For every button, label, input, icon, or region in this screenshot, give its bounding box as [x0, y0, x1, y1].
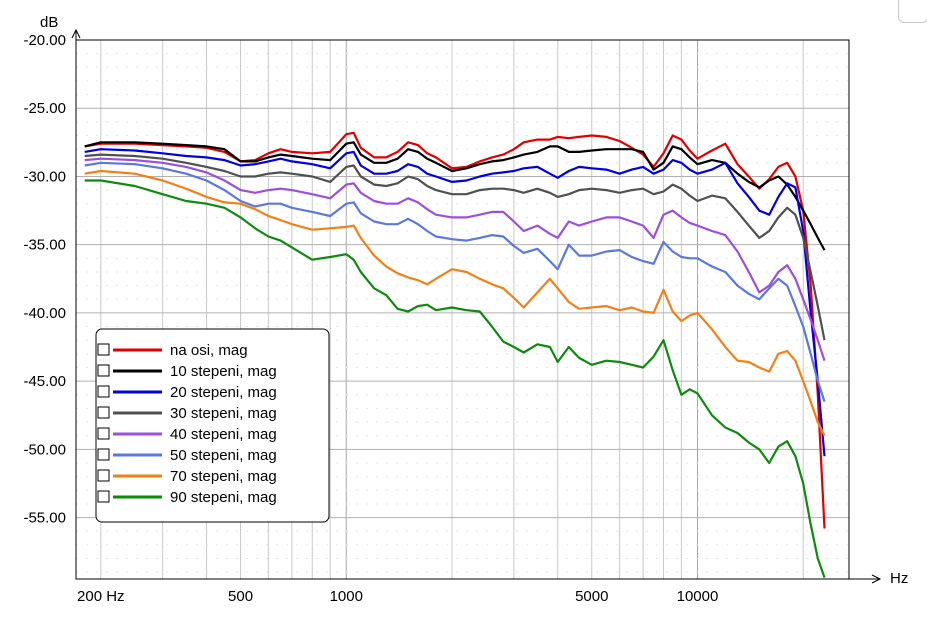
y-tick-label: -20.00 [23, 32, 66, 49]
x-tick-label: 5000 [575, 588, 608, 605]
legend-checkbox[interactable] [97, 385, 110, 398]
x-axis-unit-label: Hz [890, 570, 908, 587]
x-tick-label: 10000 [677, 588, 719, 605]
x-axis-arrow [849, 574, 882, 584]
legend-label: 40 stepeni, mag [170, 426, 277, 443]
y-tick-label: -35.00 [23, 237, 66, 254]
legend-checkbox[interactable] [97, 469, 110, 482]
corner-control[interactable] [898, 0, 927, 23]
legend-label: 10 stepeni, mag [170, 363, 277, 380]
legend-checkbox[interactable] [97, 490, 110, 503]
y-axis-unit-label: dB [40, 14, 58, 31]
series-line-1 [84, 131, 826, 529]
series-line-5 [84, 157, 826, 362]
legend-checkbox[interactable] [97, 364, 110, 377]
plot-frame [75, 39, 850, 580]
x-tick-label: 1000 [330, 588, 363, 605]
series-line-6 [84, 161, 826, 402]
y-tick-label: -45.00 [23, 373, 66, 390]
legend-label: 70 stepeni, mag [170, 468, 277, 485]
series-line-8 [84, 179, 826, 578]
series-lines [84, 131, 826, 578]
x-tick-label: 200 Hz [77, 588, 125, 605]
series-line-7 [84, 169, 826, 437]
legend-checkbox[interactable] [97, 427, 110, 440]
legend-label: 50 stepeni, mag [170, 447, 277, 464]
y-axis-arrow [71, 28, 81, 40]
legend-label: 20 stepeni, mag [170, 384, 277, 401]
legend-label: 30 stepeni, mag [170, 405, 277, 422]
legend-items: na osi, mag 10 stepeni, mag 20 stepeni, ma… [97, 342, 277, 506]
y-tick-label: -50.00 [23, 441, 66, 458]
legend-checkbox[interactable] [97, 406, 110, 419]
y-tick-labels: -20.00 -25.00 -30.00 -35.00 -40.00 -45.00 -50.… [23, 32, 66, 527]
legend-checkbox[interactable] [97, 448, 110, 461]
y-tick-label: -55.00 [23, 510, 66, 527]
legend-checkbox[interactable] [97, 343, 110, 356]
legend-box [95, 328, 330, 523]
y-tick-label: -30.00 [23, 168, 66, 185]
legend-label: 90 stepeni, mag [170, 489, 277, 506]
legend: na osi, mag 10 stepeni, mag 20 stepeni, ma… [95, 328, 330, 523]
y-tick-label: -40.00 [23, 305, 66, 322]
series-line-4 [84, 153, 826, 341]
y-tick-label: -25.00 [23, 100, 66, 117]
series-line-2 [84, 141, 826, 251]
series-line-3 [84, 148, 826, 457]
legend-label: na osi, mag [170, 342, 248, 359]
x-tick-label: 500 [228, 588, 253, 605]
x-tick-labels: 200 Hz 500 1000 5000 10000 [77, 588, 718, 605]
